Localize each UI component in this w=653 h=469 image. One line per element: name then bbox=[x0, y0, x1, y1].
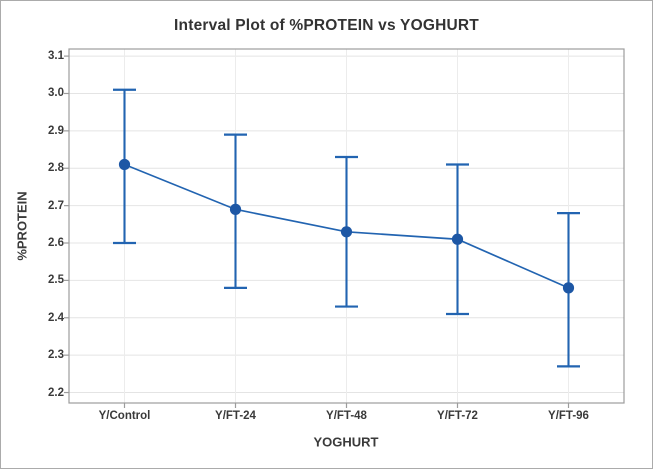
y-axis-title: %PROTEIN bbox=[14, 191, 30, 261]
y-tick-label: 2.4 bbox=[48, 311, 64, 324]
y-tick-label: 2.6 bbox=[48, 237, 64, 249]
x-tick-label: Y/FT-24 bbox=[215, 410, 256, 422]
mean-point bbox=[118, 158, 131, 171]
mean-point bbox=[340, 226, 353, 238]
y-tick-label: 2.7 bbox=[48, 199, 64, 212]
y-tick-label: 2.5 bbox=[48, 274, 64, 287]
x-tick-label: Y/FT-72 bbox=[437, 410, 478, 422]
x-tick-label: Y/FT-96 bbox=[548, 410, 589, 422]
y-axis-tick-labels: 2.2 2.3 2.4 2.5 2.6 2.7 2.8 2.9 3.0 3.1 bbox=[1, 1, 64, 468]
mean-point bbox=[451, 233, 464, 245]
x-tick-label: Y/Control bbox=[98, 410, 151, 422]
x-axis-tick-labels: Y/Control Y/FT-24 Y/FT-48 Y/FT-72 Y/FT-96 bbox=[1, 410, 652, 428]
y-tick-label: 3.0 bbox=[48, 87, 64, 100]
chart-title: Interval Plot of %PROTEIN vs YOGHURT bbox=[174, 17, 479, 34]
x-axis-title: YOGHURT bbox=[313, 434, 379, 450]
y-tick-label: 2.8 bbox=[48, 162, 64, 175]
y-tick-label: 3.1 bbox=[48, 50, 64, 63]
x-tick-label: Y/FT-48 bbox=[326, 410, 367, 422]
mean-point bbox=[562, 282, 575, 294]
y-tick-label: 2.3 bbox=[48, 349, 64, 362]
mean-point bbox=[229, 203, 242, 215]
y-tick-label: 2.2 bbox=[48, 386, 64, 399]
y-tick-label: 2.9 bbox=[48, 124, 64, 137]
